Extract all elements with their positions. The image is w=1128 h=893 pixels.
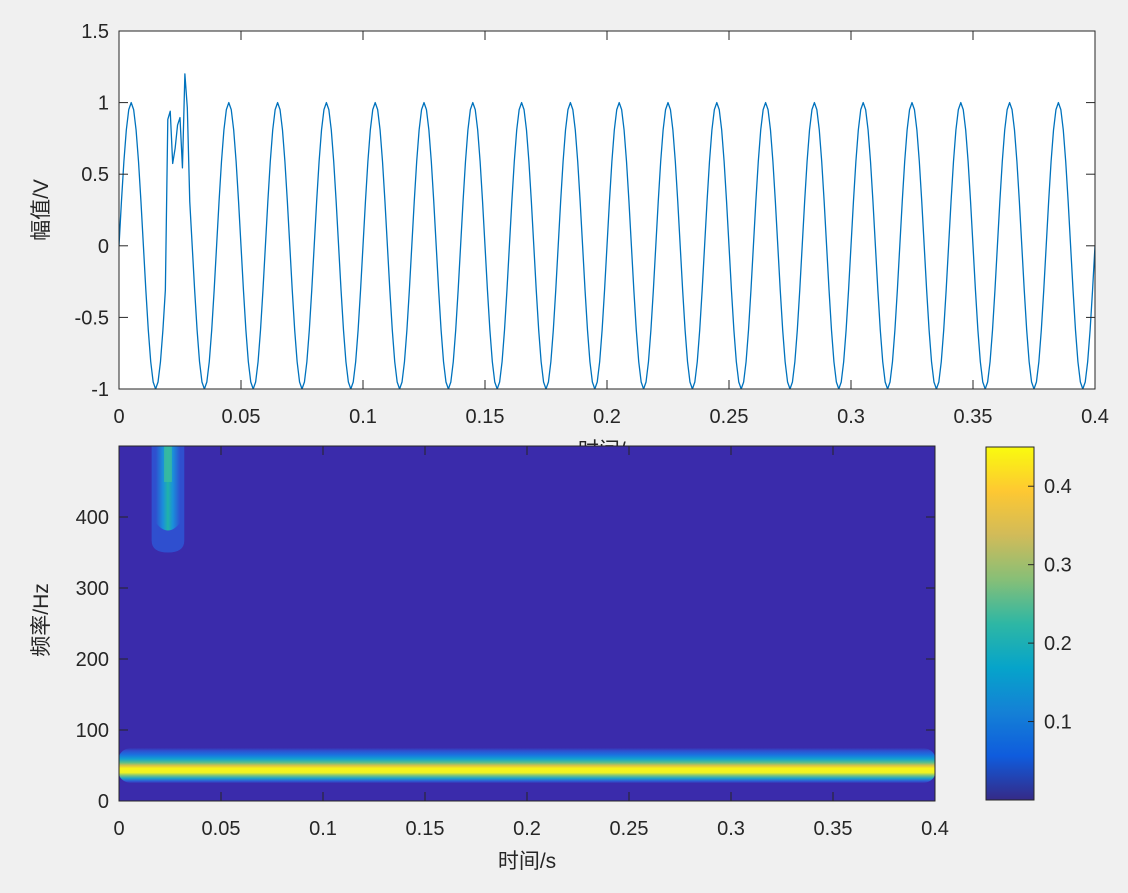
waveform-x-tick-label: 0.1 bbox=[349, 406, 377, 428]
colorbar: 0.1 0.2 0.3 0.4 bbox=[985, 446, 1072, 801]
tf-x-tick-label: 0.3 bbox=[717, 818, 745, 840]
colorbar-ticks: 0.1 0.2 0.3 0.4 bbox=[1028, 476, 1072, 734]
waveform-plot-area bbox=[119, 31, 1095, 389]
colorbar-tick-label: 0.2 bbox=[1044, 633, 1072, 655]
tf-x-tick-label: 0.25 bbox=[610, 818, 649, 840]
tf-y-tick-label: 300 bbox=[76, 578, 109, 600]
tf-x-tick-label: 0.1 bbox=[309, 818, 337, 840]
waveform-x-tick-label: 0.4 bbox=[1081, 406, 1109, 428]
waveform-x-tick-label: 0.35 bbox=[954, 406, 993, 428]
tf-x-tick-label: 0.35 bbox=[814, 818, 853, 840]
tf-axes: 0 0.05 0.1 0.15 0.2 0.25 0.3 0.35 0.4 0 100 200 300… bbox=[30, 445, 949, 873]
waveform-y-tick-label: -1 bbox=[91, 379, 109, 401]
waveform-y-tick-labels: 1.5 1 0.5 0 -0.5 -1 bbox=[75, 21, 109, 401]
tf-transient-core bbox=[164, 446, 172, 482]
waveform-axes-box bbox=[118, 30, 1096, 390]
waveform-x-tick-label: 0.15 bbox=[466, 406, 505, 428]
colorbar-box bbox=[985, 446, 1035, 801]
tf-x-tick-label: 0.05 bbox=[202, 818, 241, 840]
tf-y-tick-labels: 0 100 200 300 400 bbox=[76, 507, 109, 813]
colorbar-tick-label: 0.4 bbox=[1044, 476, 1072, 498]
tf-y-tick-label: 0 bbox=[98, 791, 109, 813]
waveform-y-tick-label: 0.5 bbox=[81, 164, 109, 186]
tf-y-tick-label: 200 bbox=[76, 649, 109, 671]
tf-axes-box bbox=[118, 445, 936, 802]
tf-band-fundamental bbox=[119, 747, 935, 784]
waveform-y-tick-label: 1.5 bbox=[81, 21, 109, 43]
tf-y-tick-label: 100 bbox=[76, 720, 109, 742]
tf-y-tick-label: 400 bbox=[76, 507, 109, 529]
waveform-axes: 0 0.05 0.1 0.15 0.2 0.25 0.3 0.35 0.4 1.5 1 0.5 0 -0… bbox=[30, 21, 1109, 428]
tf-x-tick-labels: 0 0.05 0.1 0.15 0.2 0.25 0.3 0.35 0.4 bbox=[113, 818, 948, 840]
tf-x-tick-label: 0.2 bbox=[513, 818, 541, 840]
waveform-x-tick-label: 0 bbox=[113, 406, 124, 428]
tf-x-tick-label: 0.4 bbox=[921, 818, 949, 840]
tf-bands bbox=[119, 446, 935, 784]
waveform-x-tick-label: 0.3 bbox=[837, 406, 865, 428]
tf-y-axis-label: 频率/Hz bbox=[30, 583, 53, 657]
waveform-y-tick-label: -0.5 bbox=[75, 307, 109, 329]
colorbar-tick-label: 0.3 bbox=[1044, 555, 1072, 577]
colorbar-fill bbox=[986, 447, 1034, 800]
waveform-x-tick-label: 0.05 bbox=[222, 406, 261, 428]
tf-background bbox=[119, 446, 935, 801]
tf-transient-inner bbox=[155, 446, 181, 531]
colorbar-tick-label: 0.1 bbox=[1044, 712, 1072, 734]
waveform-x-tick-labels: 0 0.05 0.1 0.15 0.2 0.25 0.3 0.35 0.4 bbox=[113, 406, 1108, 428]
waveform-line bbox=[119, 73, 1095, 389]
tf-x-axis-label: 时间/s bbox=[498, 850, 556, 873]
tf-x-tick-label: 0.15 bbox=[406, 818, 445, 840]
waveform-x-tick-label: 0.25 bbox=[710, 406, 749, 428]
waveform-y-tick-label: 0 bbox=[98, 236, 109, 258]
waveform-x-tick-label: 0.2 bbox=[593, 406, 621, 428]
waveform-x-axis-label: 时间/s bbox=[578, 439, 636, 462]
waveform-y-tick-label: 1 bbox=[98, 93, 109, 115]
tf-x-tick-label: 0 bbox=[113, 818, 124, 840]
waveform-y-axis-label: 幅值/V bbox=[30, 179, 53, 241]
